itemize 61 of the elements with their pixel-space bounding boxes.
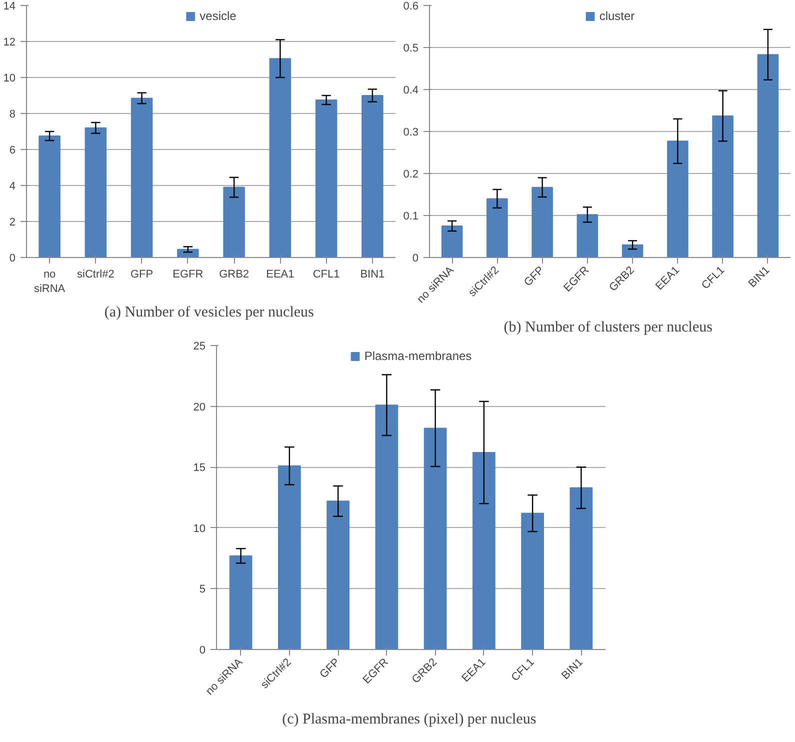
- bar: [38, 136, 60, 258]
- bar: [622, 244, 644, 258]
- y-tick-label: 4: [9, 180, 16, 192]
- y-tick-label: 10: [3, 72, 16, 84]
- bar: [84, 127, 107, 258]
- bar: [757, 54, 779, 258]
- y-tick-label: 0: [199, 644, 206, 656]
- y-tick-label: 8: [9, 108, 16, 120]
- y-tick-label: 0: [412, 252, 419, 264]
- text: (b) Number of clusters per nucleus: [504, 320, 713, 336]
- bar: [130, 98, 153, 258]
- bar: [326, 500, 350, 650]
- legend-label: cluster: [599, 9, 635, 23]
- x-tick-label: EGFR: [172, 268, 204, 280]
- bar: [570, 487, 593, 650]
- y-tick-label: 6: [9, 144, 16, 156]
- bar: [576, 214, 598, 258]
- y-tick-label: 0.1: [403, 210, 419, 222]
- y-tick-label: 25: [193, 340, 206, 352]
- bar: [667, 140, 688, 258]
- y-tick-label: 5: [199, 584, 206, 596]
- bar: [177, 248, 199, 258]
- y-tick-label: 0: [9, 252, 16, 264]
- x-tick-label: no siRNA: [34, 268, 66, 295]
- y-tick-label: 0.4: [403, 84, 419, 96]
- bar: [486, 198, 508, 258]
- legend-label: Plasma-membranes: [364, 349, 472, 363]
- bar: [229, 555, 252, 650]
- legend-label: vesicle: [200, 9, 236, 23]
- y-tick-label: 10: [193, 522, 206, 535]
- y-tick-label: 0.3: [403, 126, 419, 138]
- y-tick-label: 20: [193, 401, 206, 414]
- x-tick-label: CFL1: [312, 268, 340, 280]
- y-tick-label: 12: [3, 36, 16, 48]
- bar: [315, 100, 338, 258]
- x-tick-label: BIN1: [360, 268, 385, 280]
- bar: [441, 226, 463, 258]
- bar: [375, 404, 398, 650]
- y-tick-label: 2: [9, 216, 16, 228]
- x-tick-label: GFP: [130, 268, 154, 280]
- x-tick-label: EEA1: [266, 268, 294, 280]
- y-tick-label: 15: [193, 462, 206, 474]
- text: (c) Plasma-membranes (pixel) per nucleus: [282, 712, 536, 728]
- x-tick-label: siCtrl#2: [77, 268, 114, 280]
- bar: [424, 428, 447, 650]
- y-tick-label: 0.2: [403, 168, 419, 180]
- y-tick-label: 14: [3, 0, 16, 12]
- text: (a) Number of vesicles per nucleus: [104, 304, 314, 320]
- bar: [269, 58, 292, 258]
- x-tick-label: GFP: [318, 656, 342, 681]
- bar: [712, 115, 734, 258]
- y-tick-label: 0.5: [403, 42, 419, 54]
- bar: [278, 465, 301, 650]
- bar: [472, 452, 496, 650]
- bar: [532, 186, 553, 258]
- y-tick-label: 0.6: [403, 0, 419, 12]
- x-tick-label: GRB2: [219, 268, 250, 280]
- bar: [521, 512, 544, 650]
- bar: [223, 186, 245, 258]
- bar: [362, 95, 384, 258]
- x-tick-label: GFP: [522, 264, 547, 289]
